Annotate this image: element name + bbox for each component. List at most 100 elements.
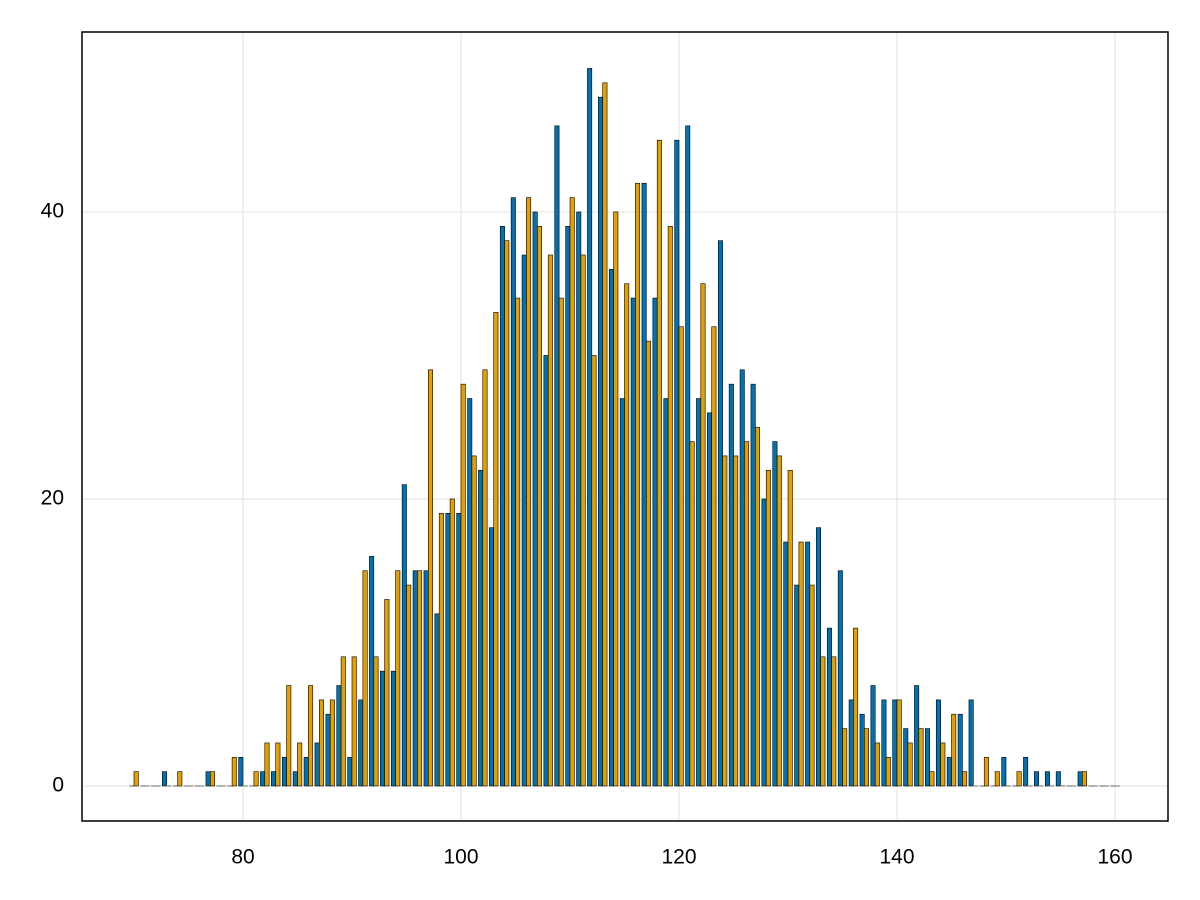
bar <box>983 756 989 787</box>
bar <box>1077 771 1083 787</box>
bar <box>973 785 978 787</box>
bar <box>1027 785 1033 787</box>
bar <box>918 728 924 787</box>
bar <box>765 469 771 787</box>
bar <box>445 513 451 787</box>
bar <box>401 484 407 787</box>
bar <box>384 599 390 787</box>
bar <box>303 756 309 787</box>
bar <box>1103 785 1109 787</box>
bar <box>504 240 510 787</box>
bar <box>417 570 423 787</box>
bar <box>707 412 713 787</box>
bar <box>362 570 368 787</box>
bar <box>663 398 669 787</box>
bar <box>238 756 244 787</box>
x-tick-label: 140 <box>879 846 914 869</box>
bar <box>395 570 401 787</box>
y-tick-label: 20 <box>41 487 64 510</box>
bar <box>1012 785 1018 787</box>
bar <box>319 699 324 787</box>
bar <box>209 771 215 787</box>
bar <box>220 785 226 787</box>
bar <box>1005 785 1011 787</box>
bar <box>227 785 233 787</box>
bar <box>369 556 375 787</box>
bar <box>848 699 854 787</box>
bar <box>717 240 723 787</box>
bar <box>412 570 418 787</box>
bar <box>870 685 876 787</box>
bar <box>853 627 859 787</box>
bar <box>510 197 516 787</box>
bar <box>242 785 248 787</box>
bar <box>1092 785 1098 787</box>
bar <box>162 771 167 787</box>
bar <box>722 455 728 787</box>
bar <box>837 570 843 787</box>
x-tick-label: 100 <box>443 846 478 869</box>
bar <box>739 369 745 787</box>
bar <box>809 584 815 787</box>
bar <box>292 771 298 787</box>
bar <box>776 455 782 787</box>
bar <box>351 656 357 787</box>
bar <box>635 182 641 787</box>
x-tick-label: 80 <box>231 846 254 869</box>
bar <box>478 469 484 787</box>
bar <box>755 426 760 787</box>
bar <box>929 771 935 787</box>
bar <box>946 756 952 787</box>
bar <box>489 527 495 787</box>
x-tick-label: 120 <box>661 846 696 869</box>
bar <box>482 369 488 787</box>
bar <box>275 742 281 787</box>
bar <box>700 283 706 787</box>
bar <box>1110 785 1116 787</box>
bar <box>826 627 832 787</box>
bar <box>728 383 734 787</box>
bar <box>166 785 172 787</box>
bar <box>842 728 848 787</box>
bar <box>144 785 150 787</box>
bar <box>624 283 630 787</box>
bar <box>231 756 237 787</box>
bar <box>613 211 619 787</box>
bar <box>406 584 412 787</box>
bar <box>864 728 869 787</box>
bar <box>1066 785 1072 787</box>
bar <box>390 670 396 787</box>
bar <box>656 139 662 787</box>
bar <box>336 685 342 787</box>
bar <box>1071 785 1077 787</box>
bar <box>874 742 880 787</box>
bar <box>314 742 320 787</box>
bar <box>1034 771 1040 787</box>
bar <box>957 713 963 787</box>
bar <box>711 326 717 787</box>
bar <box>896 699 902 787</box>
bar <box>194 785 200 787</box>
bar <box>456 513 462 787</box>
bar <box>543 355 549 787</box>
x-tick-label: 160 <box>1098 846 1133 869</box>
bar <box>325 713 331 787</box>
bar <box>674 139 680 787</box>
bar <box>641 182 647 787</box>
bar <box>358 699 364 787</box>
bar <box>380 670 386 787</box>
bar <box>805 541 811 787</box>
bar <box>772 441 778 787</box>
bar <box>630 297 636 787</box>
bar <box>1099 785 1105 787</box>
bar <box>347 756 353 787</box>
bar <box>199 785 205 787</box>
bar <box>532 211 538 787</box>
bar <box>1038 785 1044 787</box>
bar <box>1016 771 1022 787</box>
bar <box>1088 785 1094 787</box>
bar <box>816 527 822 787</box>
bar <box>547 254 553 787</box>
bar <box>558 297 564 787</box>
bar <box>696 398 702 787</box>
